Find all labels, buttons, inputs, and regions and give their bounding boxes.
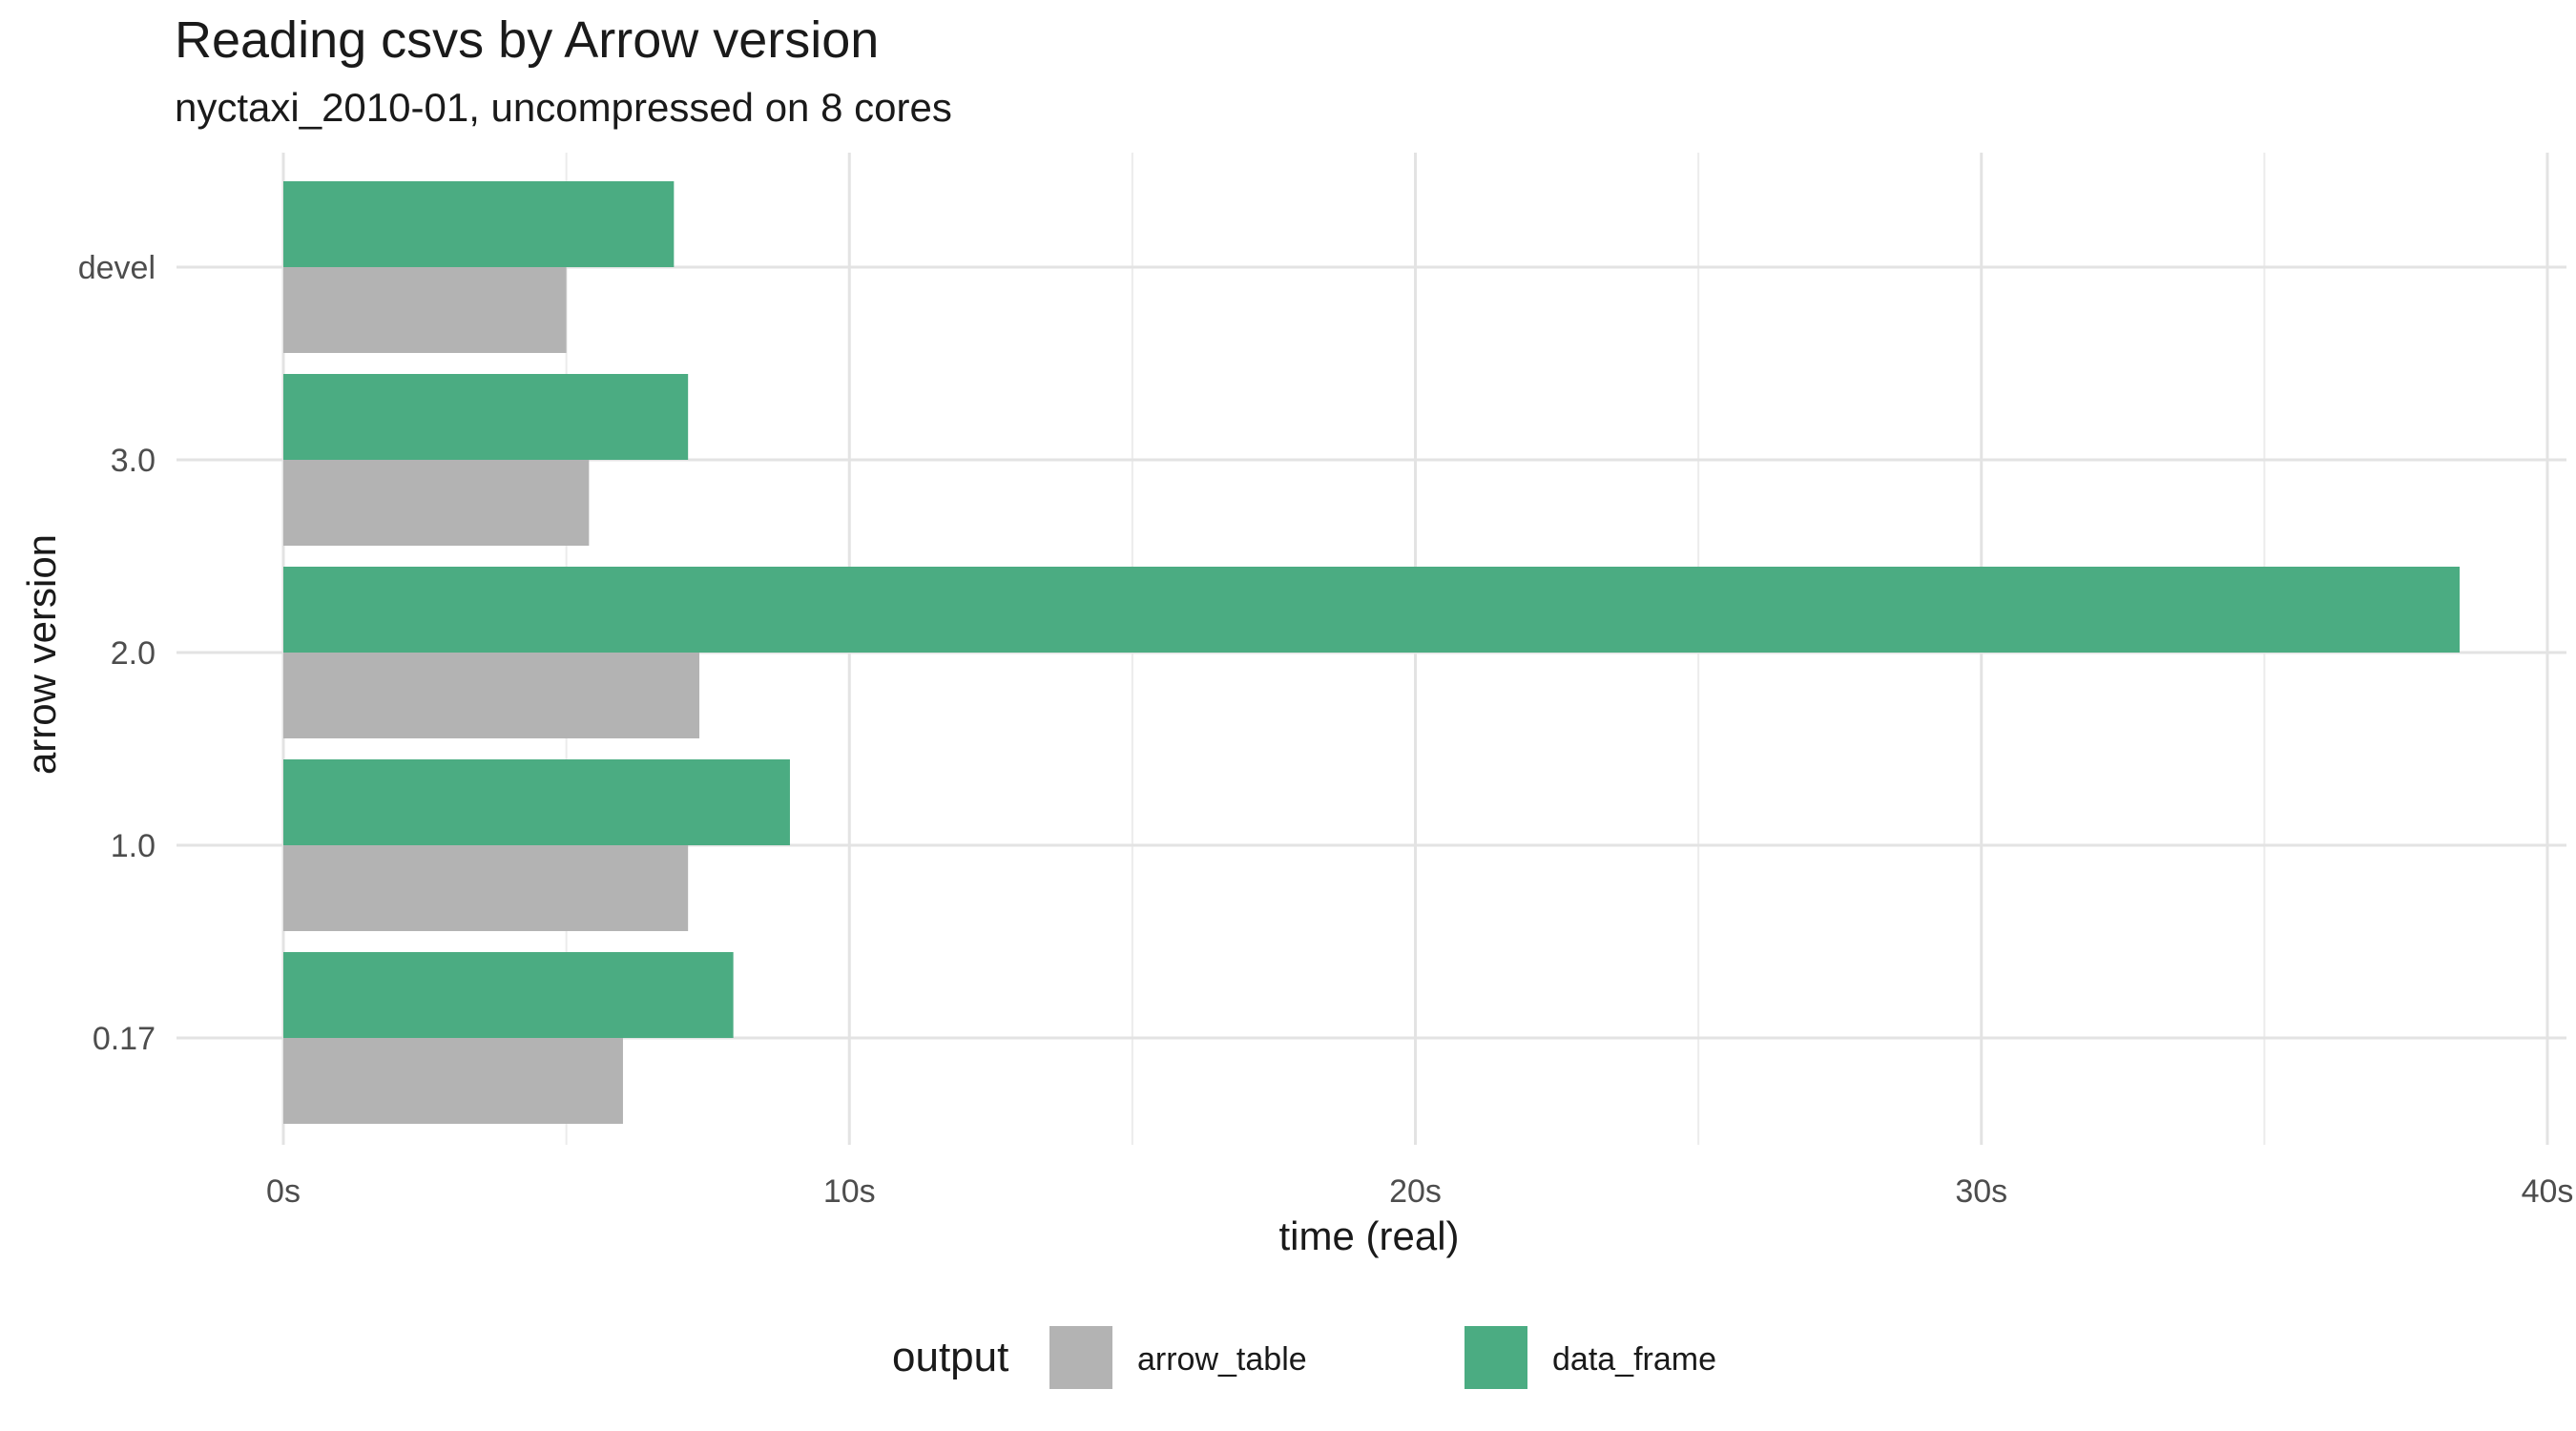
bar-arrow-table-2-0 [283, 653, 700, 738]
legend-title: output [892, 1334, 1008, 1380]
bar-arrow-table-0-17 [283, 1038, 623, 1124]
bar-arrow-table-3-0 [283, 460, 590, 546]
bar-data-frame-1-0 [283, 759, 790, 845]
x-axis-title: time (real) [1278, 1213, 1459, 1258]
y-tick-label: 1.0 [111, 828, 156, 864]
chart-title: Reading csvs by Arrow version [175, 11, 879, 69]
x-tick-label: 30s [1955, 1173, 2007, 1210]
legend: output arrow_table data_frame [892, 1326, 1716, 1389]
bar-data-frame-devel [283, 181, 675, 267]
x-tick-label: 10s [823, 1173, 876, 1210]
y-tick-label: devel [78, 250, 156, 286]
bar-data-frame-3-0 [283, 374, 689, 460]
y-tick-labels: devel 3.0 2.0 1.0 0.17 [78, 250, 156, 1057]
legend-key-data-frame [1465, 1326, 1527, 1389]
y-tick-label: 3.0 [111, 443, 156, 479]
y-tick-label: 0.17 [93, 1021, 156, 1057]
legend-label-data-frame: data_frame [1552, 1341, 1716, 1378]
legend-label-arrow-table: arrow_table [1137, 1341, 1307, 1378]
x-tick-label: 20s [1389, 1173, 1442, 1210]
legend-key-arrow-table [1049, 1326, 1112, 1389]
y-axis-title: arrow version [19, 534, 64, 775]
bar-arrow-table-devel [283, 267, 567, 353]
bar-data-frame-2-0 [283, 567, 2461, 653]
x-tick-label: 0s [266, 1173, 301, 1210]
bar-data-frame-0-17 [283, 952, 734, 1038]
y-tick-label: 2.0 [111, 635, 156, 672]
x-tick-label: 40s [2522, 1173, 2574, 1210]
bar-arrow-table-1-0 [283, 845, 689, 931]
x-tick-labels: 0s 10s 20s 30s 40s [266, 1173, 2573, 1210]
bars [283, 181, 2461, 1124]
chart-subtitle: nyctaxi_2010-01, uncompressed on 8 cores [175, 85, 952, 130]
